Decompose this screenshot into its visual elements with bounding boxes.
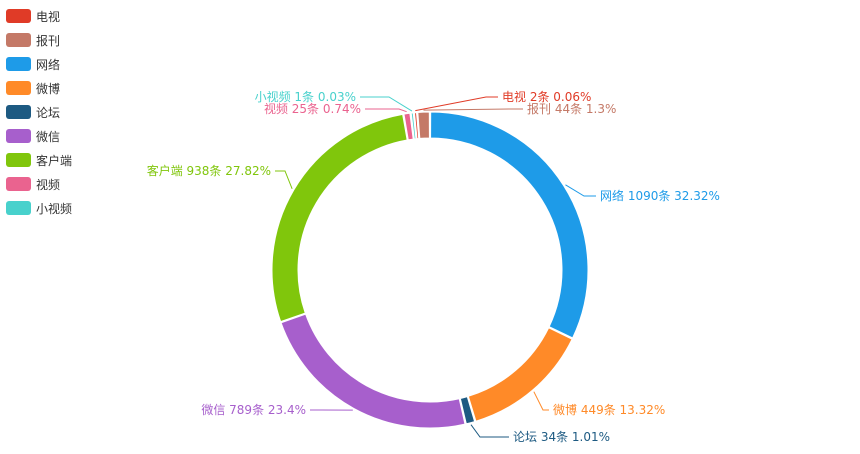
legend-swatch-icon (6, 129, 31, 143)
legend-label: 视频 (36, 176, 60, 193)
slice-2-leader-line (471, 425, 509, 437)
slice-8-arc[interactable] (418, 112, 430, 138)
legend-item-3[interactable]: 微博 (6, 76, 72, 100)
legend-item-2[interactable]: 网络 (6, 52, 72, 76)
slice-0-arc[interactable] (431, 112, 588, 338)
slice-2-data-label: 论坛 34条 1.01% (513, 430, 610, 444)
slice-4-arc[interactable] (272, 114, 407, 321)
slice-0-data-label: 网络 1090条 32.32% (600, 188, 720, 203)
legend-item-1[interactable]: 报刊 (6, 28, 72, 52)
legend-label: 论坛 (36, 104, 60, 121)
chart-legend: 电视报刊网络微博论坛微信客户端视频小视频 (6, 4, 72, 220)
slice-3-data-label: 微信 789条 23.4% (201, 403, 306, 417)
legend-swatch-icon (6, 201, 31, 215)
legend-swatch-icon (6, 57, 31, 71)
legend-label: 报刊 (36, 32, 60, 49)
legend-label: 微博 (36, 80, 60, 97)
slice-8-data-label: 报刊 44条 1.3% (527, 101, 616, 116)
legend-label: 小视频 (36, 200, 72, 217)
legend-label: 客户端 (36, 152, 72, 169)
legend-swatch-icon (6, 81, 31, 95)
legend-swatch-icon (6, 33, 31, 47)
legend-label: 网络 (36, 56, 60, 73)
legend-item-6[interactable]: 客户端 (6, 148, 72, 172)
legend-swatch-icon (6, 105, 31, 119)
slice-1-leader-line (534, 392, 549, 410)
slice-8-leader-line (423, 109, 523, 110)
slice-0-leader-line (565, 185, 596, 196)
legend-item-5[interactable]: 微信 (6, 124, 72, 148)
legend-item-8[interactable]: 小视频 (6, 196, 72, 220)
slice-5-leader-line (365, 109, 407, 112)
slice-3-arc[interactable] (281, 314, 465, 428)
legend-item-4[interactable]: 论坛 (6, 100, 72, 124)
legend-swatch-icon (6, 9, 31, 23)
legend-swatch-icon (6, 153, 31, 167)
slice-4-leader-line (275, 171, 292, 189)
slice-7-leader-line (415, 97, 498, 111)
slice-4-data-label: 客户端 938条 27.82% (147, 163, 271, 178)
slice-6-data-label: 小视频 1条 0.03% (255, 89, 356, 104)
legend-swatch-icon (6, 177, 31, 191)
legend-item-0[interactable]: 电视 (6, 4, 72, 28)
legend-item-7[interactable]: 视频 (6, 172, 72, 196)
slice-1-data-label: 微博 449条 13.32% (553, 402, 665, 417)
legend-label: 电视 (36, 8, 60, 25)
legend-label: 微信 (36, 128, 60, 145)
